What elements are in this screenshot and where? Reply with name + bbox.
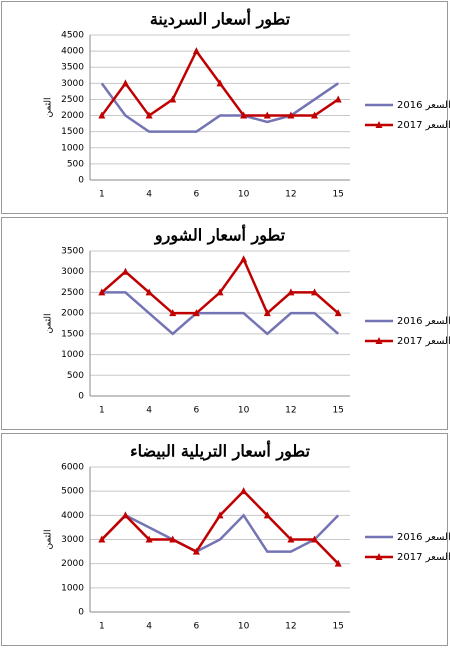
- y-tick-label: 5000: [61, 487, 84, 497]
- x-tick-label: 6: [193, 406, 199, 416]
- chart-panel: تطور أسعار السردينة 0 500 1000 1500 2000 2500 3…: [2, 2, 450, 214]
- y-tick-label: 0: [78, 392, 84, 402]
- x-tick-label: 4: [146, 622, 152, 632]
- y-tick-label: 3000: [61, 535, 84, 545]
- y-tick-label: 1000: [61, 583, 84, 593]
- legend-label: السعر 2016: [397, 316, 450, 327]
- y-tick-label: 2000: [61, 559, 84, 569]
- x-tick-label: 12: [285, 190, 296, 200]
- y-tick-label: 1500: [61, 127, 84, 137]
- y-tick-label: 0: [78, 608, 84, 618]
- y-tick-label: 4000: [61, 47, 84, 57]
- chart-panel: تطور أسعار التريلية البيضاء 0 1000 2000 3000…: [2, 434, 450, 646]
- x-tick-label: 1: [99, 190, 105, 200]
- y-axis-label: الثمن: [44, 97, 54, 117]
- chart-panel: تطور أسعار الشورو 0 500 1000 1500 2000 2500 300…: [2, 218, 450, 430]
- x-tick-label: 6: [193, 622, 199, 632]
- legend-label: السعر 2017: [397, 120, 450, 131]
- x-tick-label: 4: [146, 406, 152, 416]
- x-tick-label: 6: [193, 190, 199, 200]
- y-tick-label: 1000: [61, 143, 84, 153]
- y-tick-label: 6000: [61, 463, 84, 473]
- legend-label: السعر 2016: [397, 100, 450, 111]
- legend-label: السعر 2017: [397, 336, 450, 347]
- y-tick-label: 4500: [61, 31, 84, 41]
- y-tick-label: 500: [67, 159, 84, 169]
- y-tick-label: 2500: [61, 95, 84, 105]
- x-tick-label: 1: [99, 622, 105, 632]
- y-tick-label: 2000: [61, 111, 84, 121]
- x-tick-label: 1: [99, 406, 105, 416]
- x-tick-label: 15: [332, 406, 343, 416]
- chart-title: تطور أسعار التريلية البيضاء: [130, 440, 310, 462]
- x-tick-label: 4: [146, 190, 152, 200]
- y-tick-label: 3000: [61, 267, 84, 277]
- chart-title: تطور أسعار الشورو: [154, 224, 286, 246]
- y-tick-label: 2500: [61, 288, 84, 298]
- y-tick-label: 2000: [61, 309, 84, 319]
- x-tick-label: 10: [238, 190, 250, 200]
- x-tick-label: 15: [332, 190, 343, 200]
- legend-label: السعر 2016: [397, 532, 450, 543]
- legend-label: السعر 2017: [397, 552, 450, 563]
- y-tick-label: 3500: [61, 63, 84, 73]
- x-tick-label: 10: [238, 622, 250, 632]
- y-tick-label: 3500: [61, 247, 84, 257]
- y-axis-label: الثمن: [44, 529, 54, 549]
- x-tick-label: 15: [332, 622, 343, 632]
- x-tick-label: 12: [285, 622, 296, 632]
- chart-title: تطور أسعار السردينة: [150, 8, 291, 30]
- y-axis-label: الثمن: [44, 313, 54, 333]
- y-tick-label: 1000: [61, 350, 84, 360]
- x-tick-label: 10: [238, 406, 250, 416]
- y-tick-label: 500: [67, 371, 84, 381]
- y-tick-label: 0: [78, 176, 84, 186]
- y-tick-label: 4000: [61, 511, 84, 521]
- y-tick-label: 3000: [61, 79, 84, 89]
- y-tick-label: 1500: [61, 329, 84, 339]
- x-tick-label: 12: [285, 406, 296, 416]
